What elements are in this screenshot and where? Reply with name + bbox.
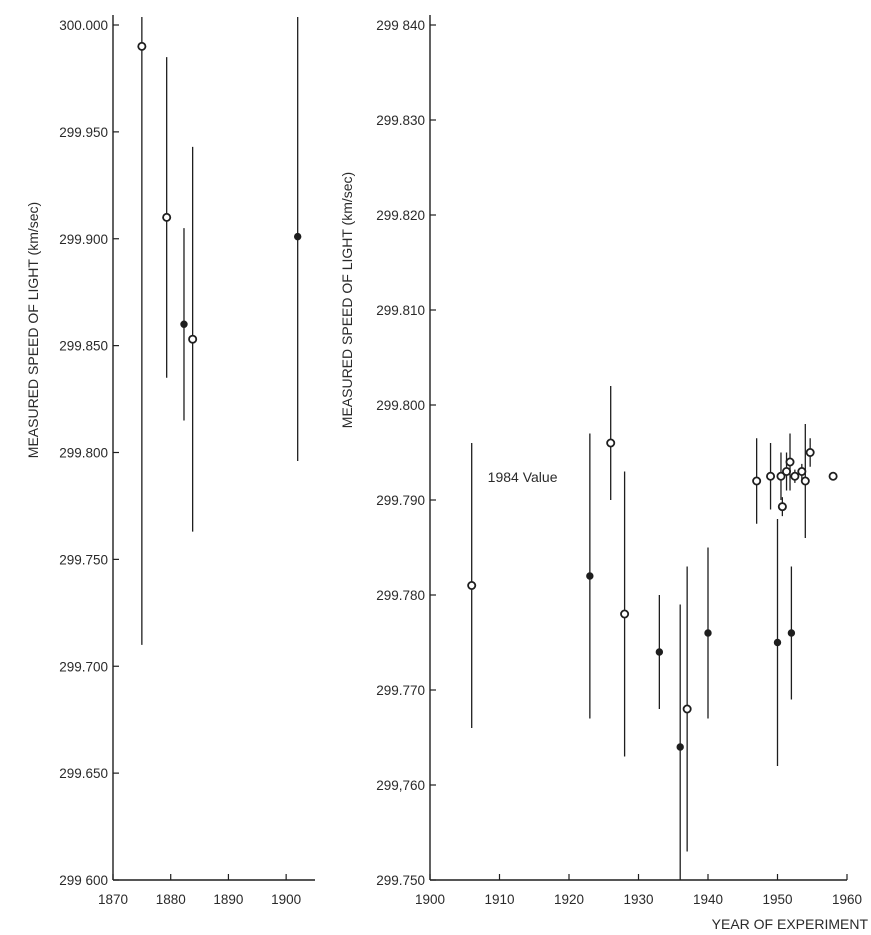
data-point [776,471,786,481]
data-point [828,471,838,481]
y-tick-label: 299 840 [376,18,425,33]
data-point [606,438,616,448]
y-tick-label: 299.780 [376,588,425,603]
x-axis-title: YEAR OF EXPERIMENT [712,916,869,932]
y-tick-label: 299.850 [59,339,108,354]
chart-panel-1900-1960: 299.750 299,760 299.770 299.780 299.790 299.8… [339,15,868,932]
data-point [162,212,172,222]
data-point [790,471,800,481]
y-tick-label: 299.770 [376,683,425,698]
x-tick-label: 1890 [213,892,243,907]
y-axis-title: MEASURED SPEED OF LIGHT (km/sec) [25,202,41,458]
data-point [188,334,198,344]
data-point [180,320,188,328]
data-point [782,466,792,476]
data-point [752,476,762,486]
x-tick-label: 1930 [623,892,653,907]
y-tick-label: 299.750 [376,873,425,888]
y-tick-label: 299.830 [376,113,425,128]
data-point [787,629,796,637]
data-point [800,476,810,486]
x-tick-label: 1900 [415,892,445,907]
data-point [682,704,692,714]
x-tick-label: 1910 [484,892,514,907]
data-point [655,648,664,656]
x-tick-label: 1950 [762,892,792,907]
y-tick-label: 300.000 [59,18,108,33]
data-point [805,447,815,457]
x-tick-label: 1870 [98,892,128,907]
x-tick-label: 1920 [554,892,584,907]
data-point [773,638,782,647]
data-point [137,41,147,51]
y-tick-label: 299.820 [376,208,425,223]
x-tick-label: 1940 [693,892,723,907]
data-point [785,457,795,467]
data-point [777,502,787,512]
data-point [797,466,807,476]
y-tick-label: 299,760 [376,778,425,793]
y-tick-label: 299.650 [59,766,108,781]
data-point [293,232,302,241]
y-tick-label: 299.810 [376,303,425,318]
y-tick-label: 299.800 [59,446,108,461]
data-point [704,629,712,637]
x-tick-label: 1900 [271,892,301,907]
y-tick-label: 299.900 [59,232,108,247]
y-tick-label: 299.700 [59,659,108,674]
data-point [676,743,684,751]
data-point [586,572,594,580]
y-tick-label: 299.750 [59,552,108,567]
data-point [620,609,630,619]
data-point [467,581,477,591]
y-tick-label: 299.800 [376,398,425,413]
x-tick-label: 1960 [832,892,862,907]
y-tick-label: 299.950 [59,125,108,140]
chart-panel-1870-1905: 299 600 299.650 299.700 299.750 299.800 299.8… [25,15,315,907]
reference-value-label: 1984 Value [488,469,558,485]
y-tick-label: 299.790 [376,493,425,508]
x-tick-label: 1880 [156,892,186,907]
y-tick-label: 299 600 [59,873,108,888]
data-point [766,471,776,481]
y-axis-title: MEASURED SPEED OF LIGHT (km/sec) [339,172,355,428]
